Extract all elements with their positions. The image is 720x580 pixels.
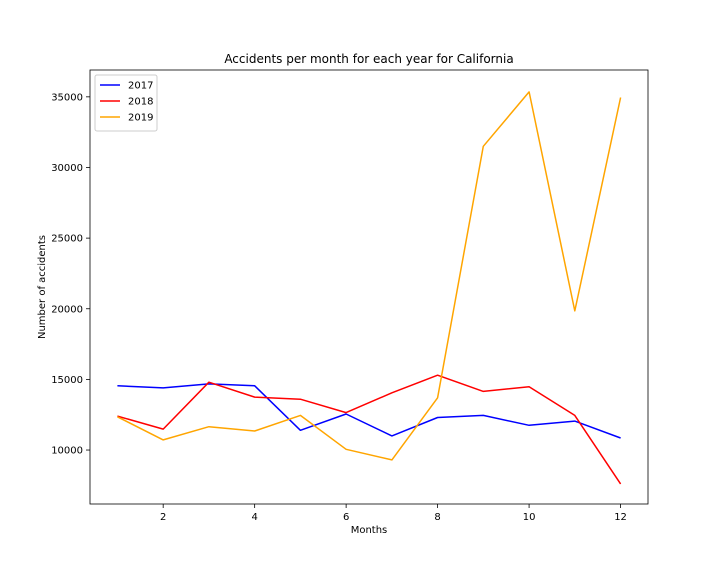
x-tick-label: 6 xyxy=(343,512,349,523)
series-line-2017 xyxy=(117,383,621,439)
plot-area: 2 4 6 8 10 12 10000 15000 20000 25000 30000 35000 xyxy=(51,69,649,523)
legend-label-2018: 2018 xyxy=(128,97,153,108)
y-tick-label: 10000 xyxy=(51,446,83,457)
y-tick-label: 15000 xyxy=(51,375,83,386)
x-tick-label: 8 xyxy=(434,512,440,523)
y-tick-label: 25000 xyxy=(51,234,83,245)
axes-frame xyxy=(89,69,649,505)
x-tick-label: 12 xyxy=(614,512,627,523)
y-tick-label: 35000 xyxy=(51,92,83,103)
legend: 2017 2018 2019 xyxy=(94,74,158,132)
y-tick-label: 20000 xyxy=(51,304,83,315)
x-tick-label: 10 xyxy=(523,512,536,523)
series-line-2019 xyxy=(117,91,622,461)
legend-label-2019: 2019 xyxy=(128,113,153,124)
series-line-2018 xyxy=(117,374,622,485)
y-tick-label: 30000 xyxy=(51,163,83,174)
chart-title: Accidents per month for each year for Ca… xyxy=(224,52,513,66)
legend-label-2017: 2017 xyxy=(128,81,153,92)
x-tick-label: 2 xyxy=(160,512,166,523)
x-axis-label: Months xyxy=(351,525,388,536)
y-axis-label: Number of accidents xyxy=(37,235,48,339)
x-tick-label: 4 xyxy=(251,512,257,523)
